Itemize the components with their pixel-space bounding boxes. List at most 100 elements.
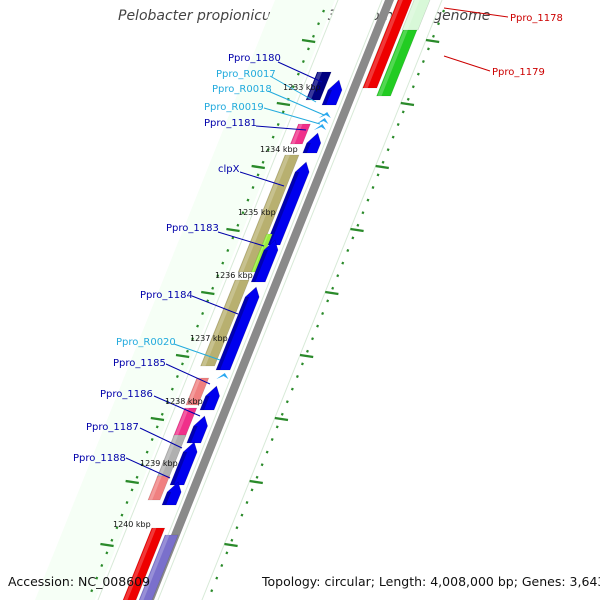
outer-tick-mark bbox=[411, 85, 415, 89]
gene-ppro-1179-light-shade bbox=[403, 0, 420, 30]
outer-tick-mark bbox=[401, 110, 405, 114]
gene-red-bottom-shade bbox=[124, 528, 157, 600]
inner-tick-mark bbox=[115, 526, 119, 530]
outer-tick-mark bbox=[230, 538, 234, 542]
major-tick bbox=[276, 101, 291, 107]
gene-ppro-1178 bbox=[362, 0, 413, 89]
gene-label: Ppro_R0020 bbox=[116, 337, 176, 348]
backbone-line bbox=[145, 0, 394, 600]
inner-tick-mark bbox=[276, 122, 280, 127]
outer-tick-mark bbox=[300, 362, 304, 366]
kbp-label: 1234 kbp bbox=[260, 145, 298, 154]
outer-tick-mark bbox=[442, 9, 446, 13]
inner-tick-mark bbox=[160, 412, 164, 416]
inner-tick-mark bbox=[170, 387, 174, 391]
outer-tick-mark bbox=[391, 135, 395, 139]
leader-line bbox=[165, 363, 211, 385]
inner-tick-mark bbox=[261, 160, 265, 164]
topology-text: Topology: circular; Length: 4,008,000 bp… bbox=[262, 574, 600, 589]
gene-lime-segment-shade bbox=[252, 234, 269, 272]
gene-forward-2-shade bbox=[302, 143, 311, 153]
gene-forward-1186 bbox=[186, 415, 208, 444]
gene-ppro-1185 bbox=[185, 377, 210, 406]
gene-label: Ppro_1181 bbox=[204, 118, 257, 129]
inner-tick-mark bbox=[145, 450, 149, 454]
major-tick bbox=[224, 542, 238, 548]
leader-line bbox=[191, 295, 239, 315]
inner-tick-mark bbox=[186, 349, 189, 353]
leader-line bbox=[277, 61, 323, 83]
outer-feature-track bbox=[157, 0, 443, 600]
gene-label: Ppro_1179 bbox=[492, 67, 545, 78]
gene-forward-1-shade bbox=[322, 90, 332, 105]
outer-tick-mark bbox=[306, 349, 309, 353]
outer-tick-mark bbox=[285, 400, 289, 404]
leader-line bbox=[217, 231, 265, 247]
gene-label: Ppro_1187 bbox=[86, 422, 139, 433]
gene-ppro-1181 bbox=[289, 123, 311, 145]
leader-line bbox=[267, 90, 325, 116]
outer-tick-mark bbox=[376, 173, 380, 177]
outer-tick-mark bbox=[356, 223, 360, 227]
major-tick bbox=[226, 227, 240, 233]
leader-line bbox=[255, 125, 307, 131]
leader-line bbox=[263, 107, 321, 125]
outer-tick-mark bbox=[235, 526, 239, 530]
gene-label: Ppro_1186 bbox=[100, 389, 153, 400]
leader-line bbox=[269, 75, 317, 103]
inner-tick-mark bbox=[312, 34, 315, 38]
gene-label: Ppro_1188 bbox=[73, 453, 126, 464]
outer-tick-mark bbox=[225, 551, 229, 555]
inner-tick-mark bbox=[226, 248, 230, 253]
gene-ppro-1185-shade bbox=[187, 378, 201, 405]
inner-tick-mark bbox=[306, 47, 310, 51]
inner-tick-mark bbox=[120, 513, 124, 517]
gene-forward-1 bbox=[321, 79, 343, 106]
outer-tick-mark bbox=[396, 122, 400, 127]
outer-tick-mark bbox=[245, 500, 249, 505]
inner-tick-mark bbox=[216, 274, 220, 278]
outer-tick-mark bbox=[361, 211, 365, 215]
gene-ppro-1184-shade bbox=[201, 280, 240, 366]
outer-tick-mark bbox=[406, 97, 410, 101]
gene-label: clpX bbox=[218, 164, 240, 175]
major-tick bbox=[201, 290, 215, 296]
gene-forward-1188-shade bbox=[162, 492, 172, 505]
leader-line bbox=[443, 55, 491, 72]
gene-label: Ppro_R0019 bbox=[204, 102, 264, 113]
inner-tick-mark bbox=[100, 563, 104, 568]
outer-tick-mark bbox=[336, 274, 340, 278]
gene-forward-2 bbox=[302, 132, 322, 154]
gene-ppro-1180 bbox=[305, 71, 332, 101]
inner-tick-mark bbox=[150, 437, 154, 442]
kbp-label: 1238 kbp bbox=[165, 397, 203, 406]
inner-tick-mark bbox=[296, 72, 300, 76]
gene-forward-1186-shade bbox=[186, 426, 198, 443]
leader-line bbox=[443, 7, 509, 18]
outer-tick-mark bbox=[210, 589, 214, 593]
kbp-label: 1235 kbp bbox=[238, 208, 276, 217]
inner-tick-mark bbox=[266, 148, 270, 152]
major-tick bbox=[175, 353, 190, 359]
gene-forward-1187 bbox=[169, 441, 198, 486]
trna-ppro-r0020 bbox=[216, 373, 229, 379]
inner-tick-mark bbox=[251, 185, 255, 190]
gene-ppro-1179-light bbox=[401, 0, 431, 31]
inner-tick-mark bbox=[231, 236, 235, 240]
outer-tick-mark bbox=[311, 337, 314, 341]
inner-tick-mark bbox=[95, 576, 99, 580]
outer-tick-mark bbox=[280, 412, 284, 416]
inner-tick-mark bbox=[90, 589, 94, 593]
outer-tick-mark bbox=[240, 513, 244, 517]
inner-tick-mark bbox=[301, 59, 305, 64]
inner-track-shade bbox=[35, 0, 335, 600]
outer-tick-mark bbox=[250, 488, 254, 492]
outer-tick-mark bbox=[326, 299, 330, 303]
gene-label: Ppro_R0017 bbox=[216, 69, 276, 80]
inner-tick-mark bbox=[256, 173, 260, 177]
inner-tick-mark bbox=[246, 198, 250, 202]
inner-tick-mark bbox=[281, 110, 285, 114]
inner-tick-mark bbox=[201, 311, 205, 316]
gene-ppro-1181-shade bbox=[291, 124, 303, 144]
gene-label: Ppro_1180 bbox=[228, 53, 281, 64]
